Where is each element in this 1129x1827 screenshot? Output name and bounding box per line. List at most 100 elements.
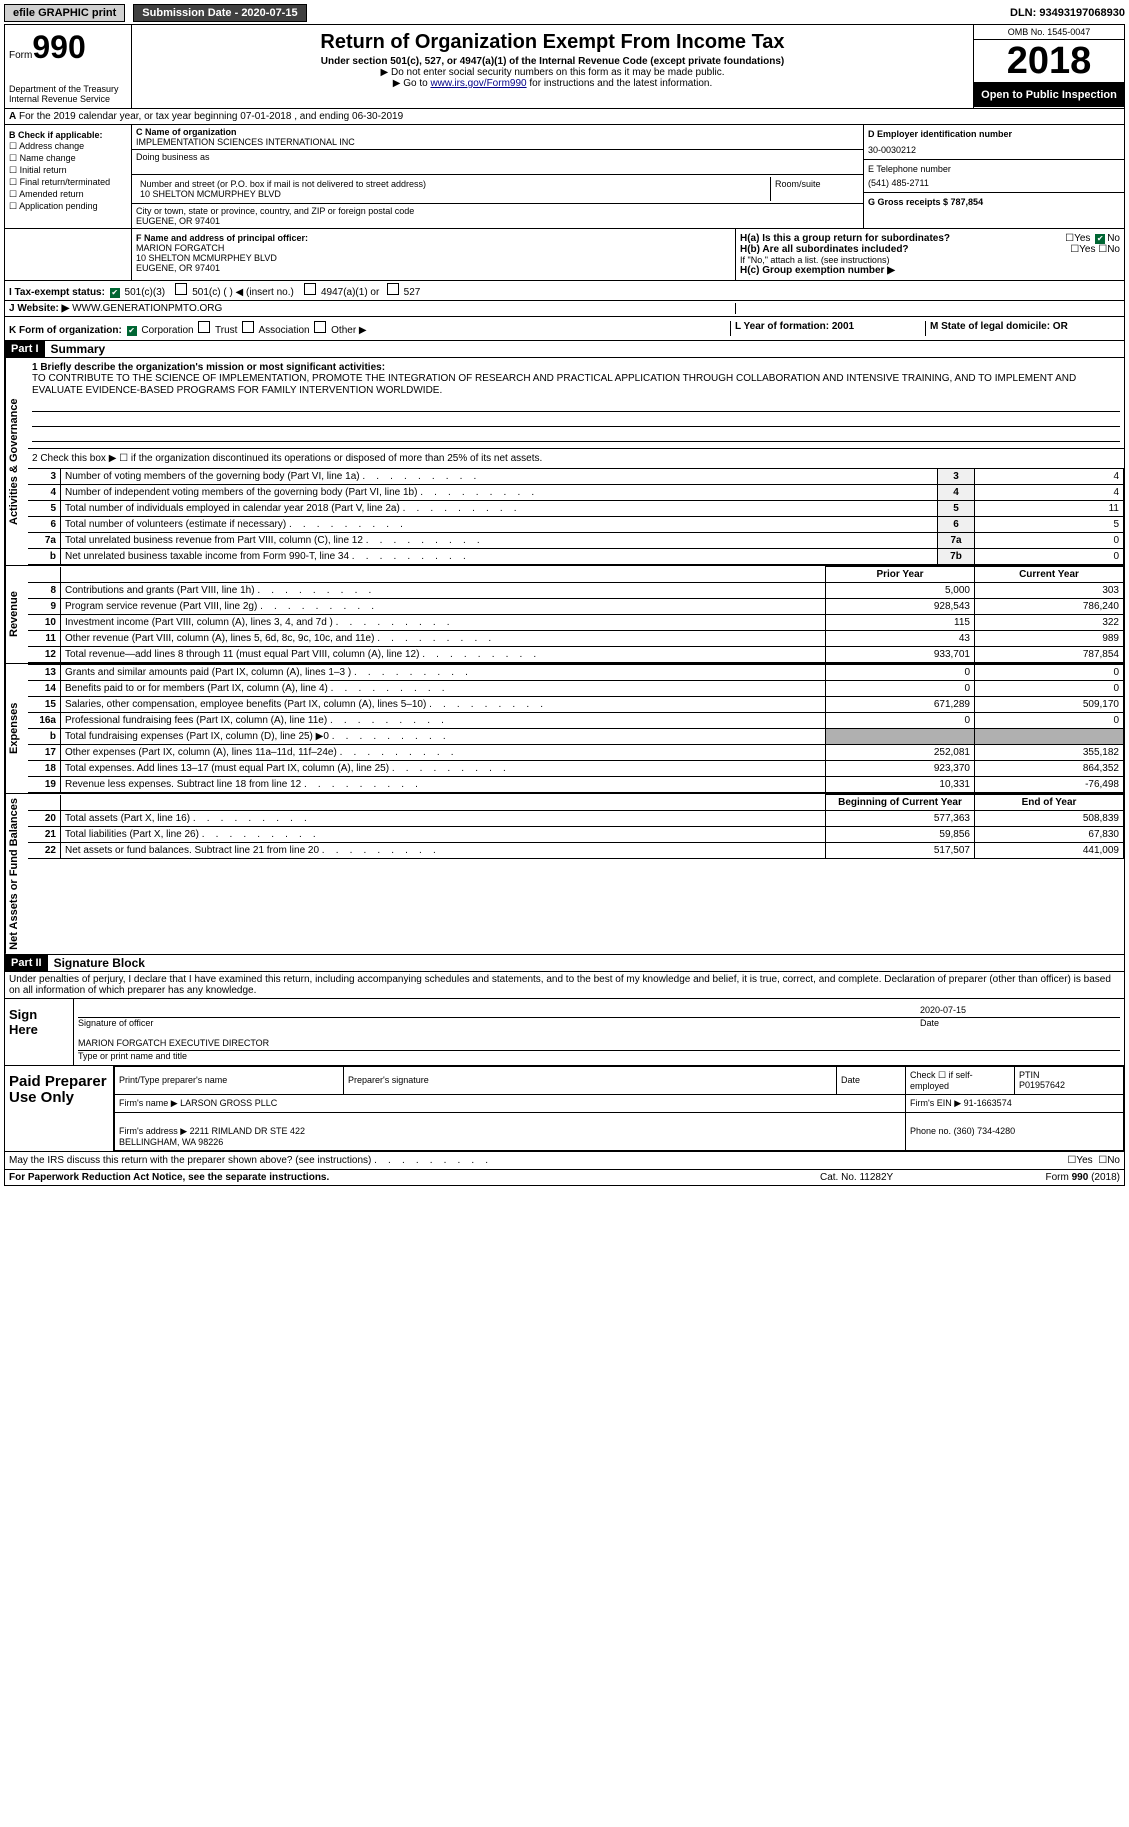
top-toolbar: efile GRAPHIC print Submission Date - 20… bbox=[4, 4, 1125, 22]
f-label: F Name and address of principal officer: bbox=[136, 233, 731, 243]
net-table: Beginning of Current Year End of Year 20… bbox=[28, 794, 1124, 859]
dept-label: Department of the Treasury Internal Reve… bbox=[9, 84, 127, 104]
gov-table: 3Number of voting members of the governi… bbox=[28, 468, 1124, 565]
dba-label: Doing business as bbox=[136, 152, 859, 162]
opt-4947: 4947(a)(1) or bbox=[321, 287, 379, 298]
tax-year: 2018 bbox=[974, 40, 1124, 83]
row-j: J Website: ▶ WWW.GENERATIONPMTO.ORG bbox=[5, 300, 1124, 316]
city-label: City or town, state or province, country… bbox=[136, 206, 859, 216]
table-row: 15Salaries, other compensation, employee… bbox=[28, 697, 1124, 713]
sign-here-label: Sign Here bbox=[5, 999, 74, 1065]
table-row: 18Total expenses. Add lines 13–17 (must … bbox=[28, 761, 1124, 777]
prior-year-header: Prior Year bbox=[826, 567, 975, 583]
hb-label: H(b) Are all subordinates included? bbox=[740, 244, 909, 255]
col-c: C Name of organization IMPLEMENTATION SC… bbox=[132, 125, 863, 228]
org-name: IMPLEMENTATION SCIENCES INTERNATIONAL IN… bbox=[136, 137, 859, 147]
cb-trust[interactable] bbox=[198, 321, 210, 333]
k-label: K Form of organization: bbox=[9, 325, 122, 336]
form-prefix: Form bbox=[9, 50, 32, 61]
exp-section: Expenses 13Grants and similar amounts pa… bbox=[5, 663, 1124, 793]
col-f: F Name and address of principal officer:… bbox=[132, 229, 735, 280]
yes-label: Yes bbox=[1076, 1155, 1092, 1166]
table-row: 19Revenue less expenses. Subtract line 1… bbox=[28, 777, 1124, 793]
prep-sig-cell: Preparer's signature bbox=[344, 1066, 837, 1094]
table-row: 21Total liabilities (Part X, line 26)59,… bbox=[28, 827, 1124, 843]
table-row: 10Investment income (Part VIII, column (… bbox=[28, 615, 1124, 631]
cb-527[interactable] bbox=[387, 283, 399, 295]
line1: 1 Briefly describe the organization's mi… bbox=[28, 358, 1124, 448]
table-row: bNet unrelated business taxable income f… bbox=[28, 549, 1124, 565]
date-label: Date bbox=[920, 1018, 1120, 1028]
exp-vertical-label: Expenses bbox=[5, 664, 28, 793]
table-row: 6Total number of volunteers (estimate if… bbox=[28, 517, 1124, 533]
cb-amended[interactable]: Amended return bbox=[9, 189, 127, 200]
table-row: 17Other expenses (Part IX, column (A), l… bbox=[28, 745, 1124, 761]
mission-text: TO CONTRIBUTE TO THE SCIENCE OF IMPLEMEN… bbox=[32, 373, 1076, 396]
k-other: Other ▶ bbox=[331, 325, 366, 336]
cb-other[interactable] bbox=[314, 321, 326, 333]
efile-print-button[interactable]: efile GRAPHIC print bbox=[4, 4, 125, 22]
table-row: 11Other revenue (Part VIII, column (A), … bbox=[28, 631, 1124, 647]
table-row: 5Total number of individuals employed in… bbox=[28, 501, 1124, 517]
opt-527: 527 bbox=[404, 287, 421, 298]
ptin-cell: PTIN P01957642 bbox=[1015, 1066, 1124, 1094]
cb-501c3[interactable]: ✔ bbox=[110, 288, 120, 298]
firm-phone-cell: Phone no. (360) 734-4280 bbox=[906, 1112, 1124, 1150]
cb-assoc[interactable] bbox=[242, 321, 254, 333]
cb-final[interactable]: Final return/terminated bbox=[9, 177, 127, 188]
omb-number: OMB No. 1545-0047 bbox=[974, 25, 1124, 40]
form-ref: Form 990 (2018) bbox=[970, 1172, 1120, 1183]
table-row: 12Total revenue—add lines 8 through 11 (… bbox=[28, 647, 1124, 663]
table-row: 16aProfessional fundraising fees (Part I… bbox=[28, 713, 1124, 729]
cb-pending[interactable]: Application pending bbox=[9, 201, 127, 212]
city-value: EUGENE, OR 97401 bbox=[136, 216, 859, 226]
form-container: Form990 Department of the Treasury Inter… bbox=[4, 24, 1125, 1186]
declaration: Under penalties of perjury, I declare th… bbox=[5, 971, 1124, 998]
table-row: 13Grants and similar amounts paid (Part … bbox=[28, 665, 1124, 681]
table-row: 8Contributions and grants (Part VIII, li… bbox=[28, 583, 1124, 599]
gov-vertical-label: Activities & Governance bbox=[5, 358, 28, 565]
header-right: OMB No. 1545-0047 2018 Open to Public In… bbox=[973, 25, 1124, 108]
preparer-table: Print/Type preparer's name Preparer's si… bbox=[114, 1066, 1124, 1151]
phone-value: (541) 485-2711 bbox=[868, 178, 1120, 188]
cb-address[interactable]: Address change bbox=[9, 141, 127, 152]
cat-no: Cat. No. 11282Y bbox=[820, 1172, 970, 1183]
irs-link[interactable]: www.irs.gov/Form990 bbox=[430, 78, 526, 89]
officer-name-title: MARION FORGATCH EXECUTIVE DIRECTOR bbox=[78, 1038, 269, 1048]
end-year-header: End of Year bbox=[975, 795, 1124, 811]
part1-header-row: Part I Summary bbox=[5, 340, 1124, 357]
rev-section: Revenue Prior Year Current Year 8Contrib… bbox=[5, 565, 1124, 663]
d-label: D Employer identification number bbox=[868, 129, 1120, 139]
current-year-header: Current Year bbox=[975, 567, 1124, 583]
cb-corp[interactable]: ✔ bbox=[127, 326, 137, 336]
cb-name[interactable]: Name change bbox=[9, 153, 127, 164]
submission-date-button[interactable]: Submission Date - 2020-07-15 bbox=[133, 4, 306, 22]
form-title: Return of Organization Exempt From Incom… bbox=[140, 31, 965, 54]
officer-name: MARION FORGATCH bbox=[136, 243, 731, 253]
table-row: 7aTotal unrelated business revenue from … bbox=[28, 533, 1124, 549]
table-row: 20Total assets (Part X, line 16)577,3635… bbox=[28, 811, 1124, 827]
line1-label: 1 Briefly describe the organization's mi… bbox=[32, 362, 385, 373]
cb-initial[interactable]: Initial return bbox=[9, 165, 127, 176]
part1-title: Summary bbox=[45, 342, 106, 356]
part2-header-row: Part II Signature Block bbox=[5, 954, 1124, 971]
sig-officer-label: Signature of officer bbox=[78, 1018, 920, 1028]
paid-preparer-label: Paid Preparer Use Only bbox=[5, 1066, 114, 1151]
row-f-h: F Name and address of principal officer:… bbox=[5, 228, 1124, 280]
gov-section: Activities & Governance 1 Briefly descri… bbox=[5, 357, 1124, 565]
c-label: C Name of organization bbox=[136, 127, 859, 137]
sig-date: 2020-07-15 bbox=[920, 1005, 1120, 1015]
net-section: Net Assets or Fund Balances Beginning of… bbox=[5, 793, 1124, 954]
e-label: E Telephone number bbox=[868, 164, 1120, 174]
i-label: I Tax-exempt status: bbox=[9, 287, 105, 298]
may-irs-text: May the IRS discuss this return with the… bbox=[9, 1155, 980, 1166]
table-row: 9Program service revenue (Part VIII, lin… bbox=[28, 599, 1124, 615]
open-public-badge: Open to Public Inspection bbox=[974, 83, 1124, 107]
table-row: 4Number of independent voting members of… bbox=[28, 485, 1124, 501]
cb-4947[interactable] bbox=[304, 283, 316, 295]
prep-name-cell: Print/Type preparer's name bbox=[115, 1066, 344, 1094]
sign-here-row: Sign Here 2020-07-15 Signature of office… bbox=[5, 998, 1124, 1065]
instruction-1: ▶ Do not enter social security numbers o… bbox=[140, 67, 965, 78]
instr2-pre: ▶ Go to bbox=[393, 78, 431, 89]
cb-501c[interactable] bbox=[175, 283, 187, 295]
